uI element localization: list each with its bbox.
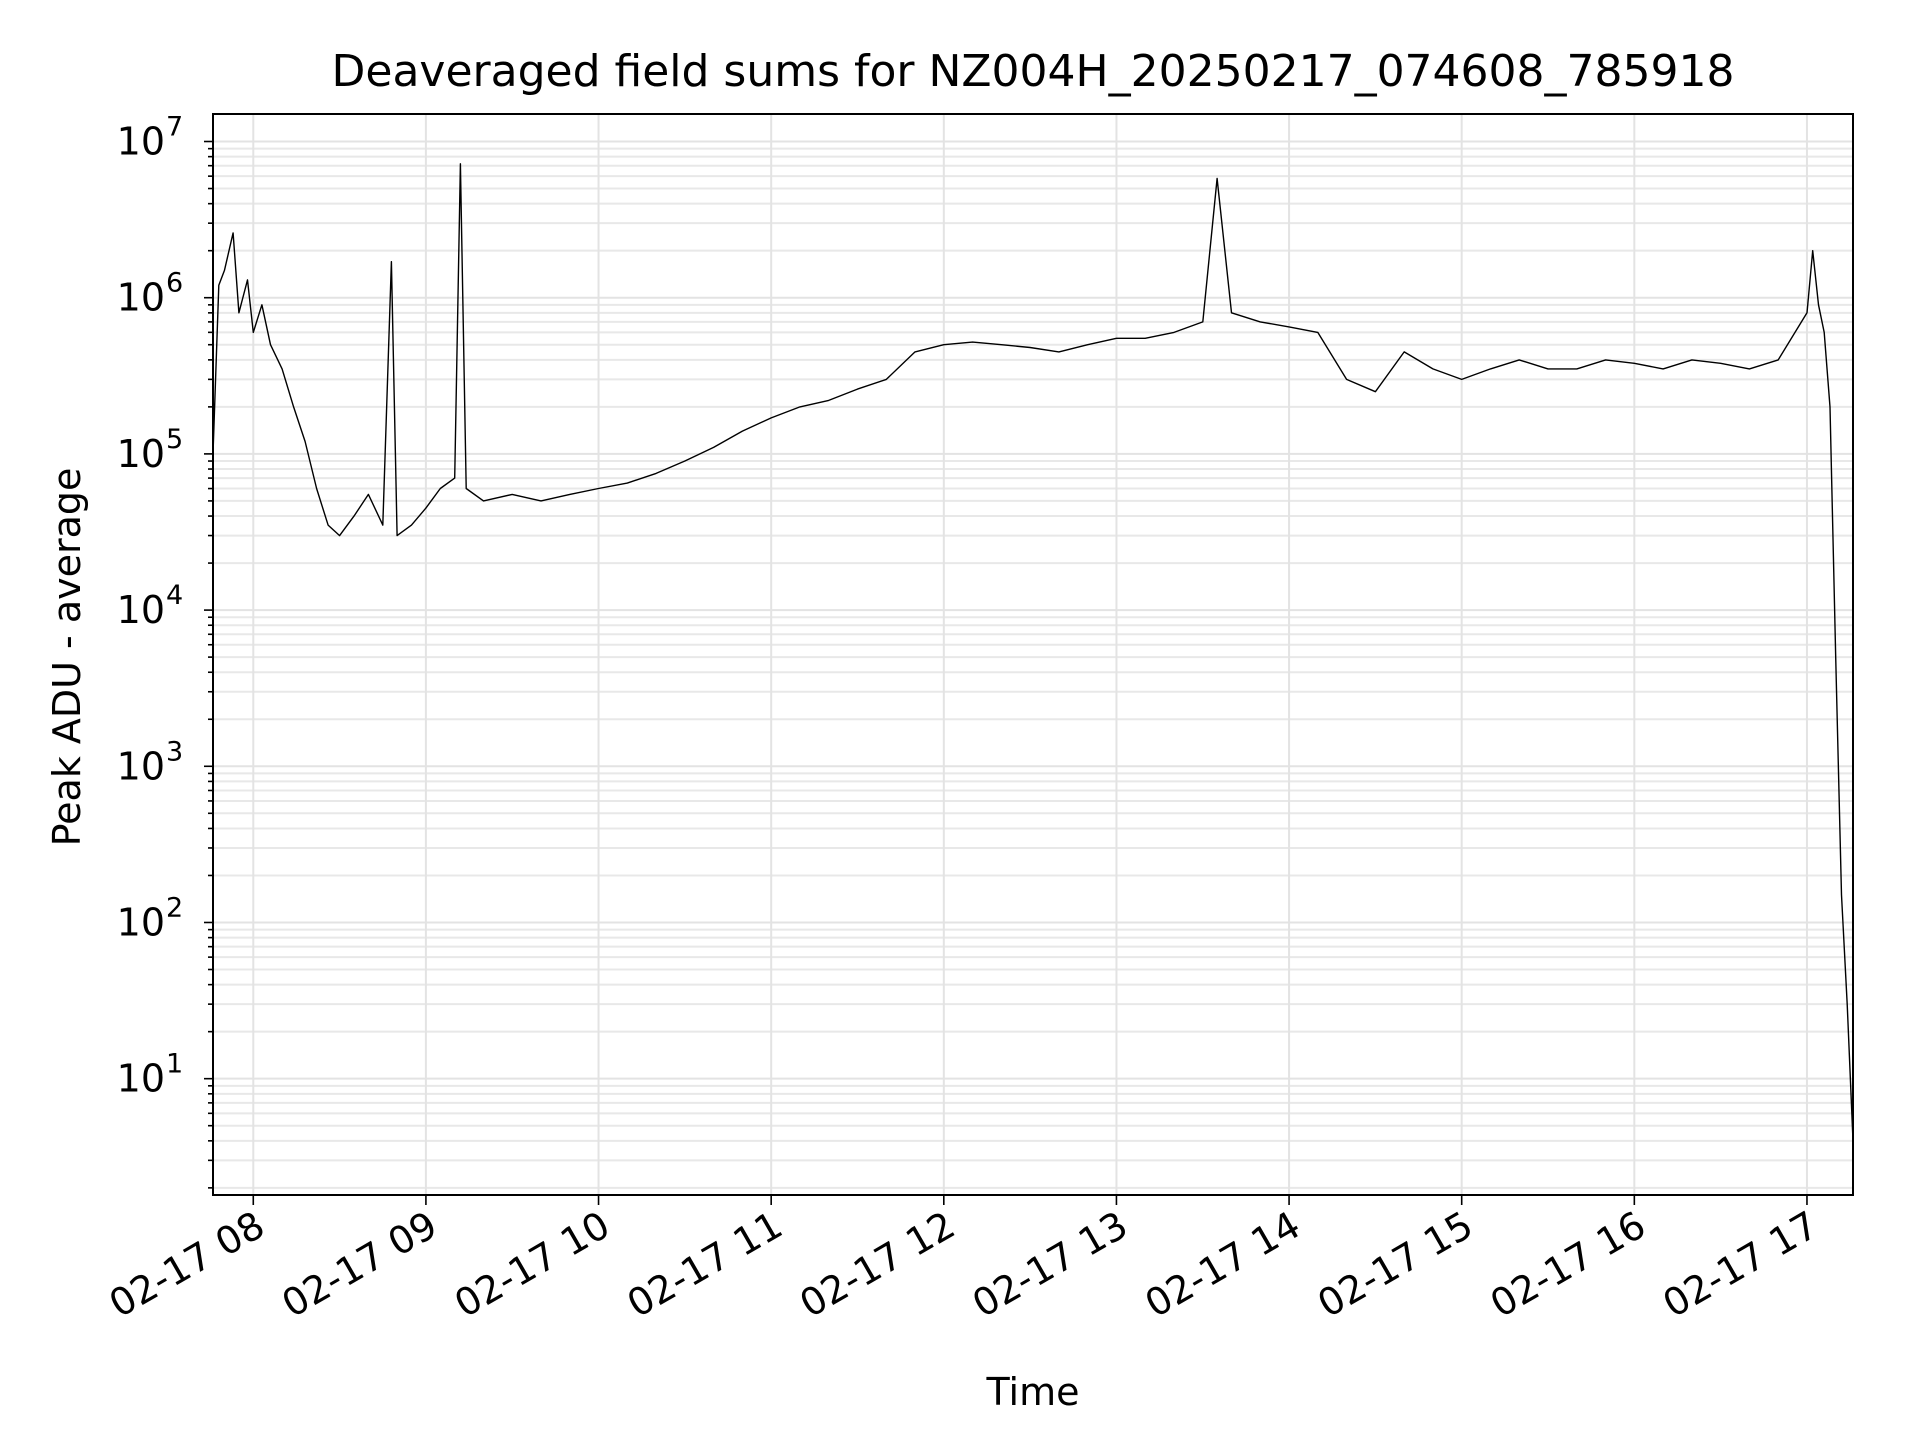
y-axis-label: Peak ADU - average [45, 468, 89, 847]
y-tick-label: 10 3 [117, 736, 184, 788]
y-tick-label: 10 2 [117, 892, 184, 944]
y-tick-base: 10 [117, 432, 165, 476]
y-tick-base: 10 [117, 900, 165, 944]
chart-title: Deaveraged field sums for NZ004H_2025021… [332, 46, 1735, 97]
x-axis-label: Time [986, 1370, 1080, 1414]
y-tick-exponent: 3 [166, 736, 183, 767]
y-tick-label: 10 1 [117, 1049, 184, 1101]
series-layer [212, 163, 1854, 1141]
y-tick-exponent: 4 [166, 580, 183, 611]
grid [213, 114, 1853, 1195]
y-tick-exponent: 6 [166, 268, 183, 299]
plot-frame [212, 113, 1854, 1196]
series-line-0 [212, 163, 1854, 1141]
y-tick-exponent: 7 [166, 112, 183, 143]
y-tick-base: 10 [117, 1057, 165, 1101]
y-tick-exponent: 2 [166, 892, 183, 923]
y-tick-exponent: 1 [166, 1049, 183, 1080]
y-tick-base: 10 [117, 744, 165, 788]
y-tick-base: 10 [117, 120, 165, 164]
y-tick-label: 10 6 [117, 268, 184, 320]
y-tick-label: 10 7 [117, 112, 184, 164]
y-tick-base: 10 [117, 276, 165, 320]
y-tick-label: 10 4 [117, 580, 184, 632]
y-tick-base: 10 [117, 588, 165, 632]
y-tick-exponent: 5 [166, 424, 183, 455]
y-tick-label: 10 5 [117, 424, 184, 476]
